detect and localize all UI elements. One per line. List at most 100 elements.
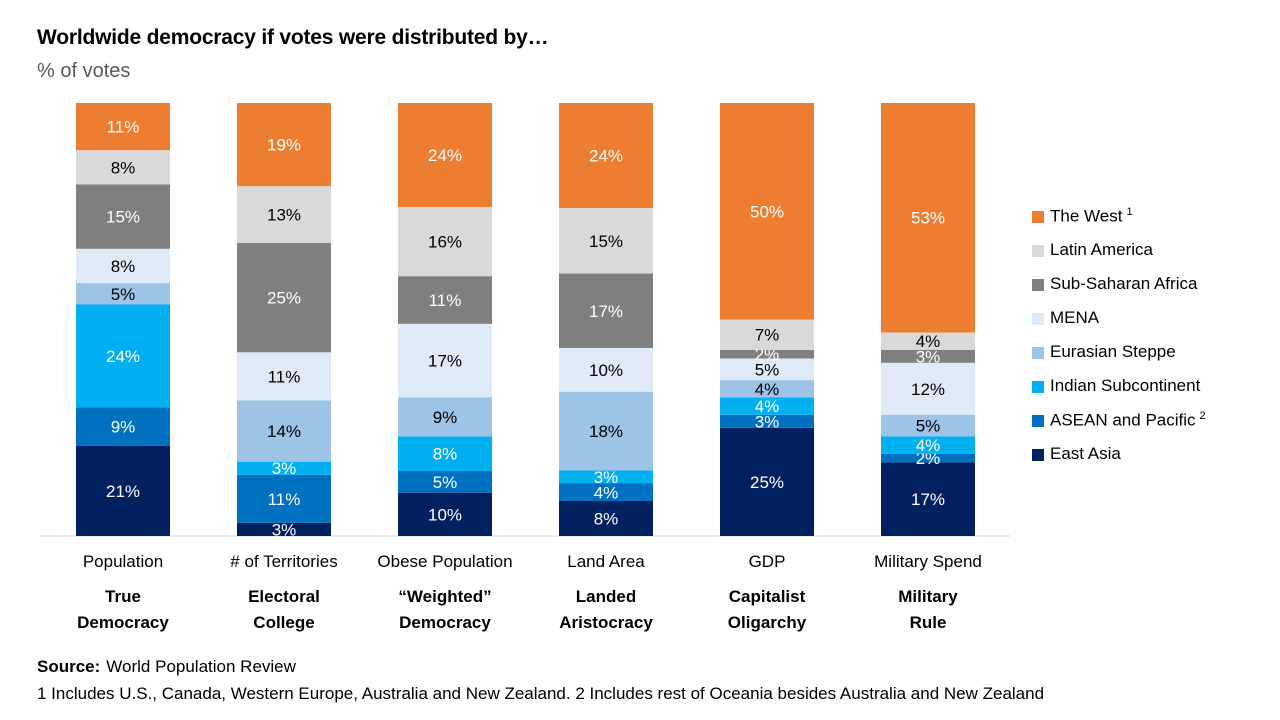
data-label: 5% (755, 360, 780, 379)
data-label: 10% (589, 361, 623, 380)
data-label: 15% (589, 232, 623, 251)
data-label: 24% (589, 146, 623, 165)
bar-segment (76, 184, 170, 249)
system-label-line1: Landed (575, 587, 637, 606)
legend-name: Latin America (1050, 240, 1153, 259)
system-label: “Weighted” Democracy (360, 584, 530, 636)
bar-segment (881, 414, 975, 437)
legend-swatch (1032, 279, 1044, 291)
bar-segment (720, 397, 814, 415)
system-label-line1: True (105, 587, 141, 606)
data-label: 4% (916, 436, 941, 455)
data-label: 9% (433, 408, 458, 427)
bar-segment (237, 103, 331, 187)
data-label: 5% (433, 473, 458, 492)
system-label-line2: Democracy (399, 613, 491, 632)
data-label: 5% (111, 285, 136, 304)
bar-segment (398, 492, 492, 536)
legend-label: Eurasian Steppe (1050, 342, 1176, 362)
legend-swatch (1032, 313, 1044, 325)
data-label: 12% (911, 380, 945, 399)
system-label-line1: Military (898, 587, 958, 606)
data-label: 25% (267, 289, 301, 308)
bar-segment (559, 470, 653, 484)
source-line: Source: World Population Review (37, 657, 296, 677)
page-subtitle: % of votes (37, 60, 131, 82)
bar-segment (76, 283, 170, 305)
bar-segment (881, 436, 975, 454)
bar-segment (881, 332, 975, 350)
legend-name: ASEAN and Pacific (1050, 410, 1196, 430)
bar-segment (237, 186, 331, 243)
bar-segment (398, 206, 492, 277)
bar-segment (398, 471, 492, 493)
data-label: 21% (106, 482, 140, 501)
legend-swatch (1032, 449, 1044, 461)
legend-name: MENA (1050, 308, 1100, 327)
legend-label: Indian Subcontinent (1050, 376, 1200, 396)
bar-segment (237, 352, 331, 401)
data-label: 11% (268, 367, 301, 386)
legend-name: East Asia (1050, 444, 1121, 463)
data-label: 9% (111, 418, 136, 437)
bar-segment (720, 103, 814, 320)
legend-swatch (1032, 211, 1044, 223)
data-label: 3% (272, 459, 297, 478)
data-label: 3% (755, 412, 780, 431)
bar-segment (559, 103, 653, 208)
legend-name: The West (1050, 206, 1123, 226)
page-title: Worldwide democracy if votes were distri… (37, 26, 549, 49)
bar-segment (76, 103, 170, 151)
legend-label: ASEAN and Pacific 2 (1050, 410, 1206, 431)
category-label: Land Area (567, 552, 645, 571)
bar-segment (76, 304, 170, 408)
bar-segment (720, 414, 814, 428)
legend-name: Eurasian Steppe (1050, 342, 1176, 361)
data-label: 24% (428, 146, 462, 165)
data-label: 4% (594, 483, 619, 502)
bar-segment (398, 323, 492, 398)
legend-note: 1 (1126, 206, 1133, 218)
bar-segment (76, 248, 170, 284)
data-label: 4% (916, 332, 941, 351)
bar-segment (398, 397, 492, 437)
system-label: Electoral College (199, 584, 369, 636)
system-label-line2: Rule (909, 613, 947, 632)
data-label: 17% (589, 302, 623, 321)
data-label: 17% (428, 352, 462, 371)
data-label: 4% (755, 380, 780, 399)
data-label: 3% (916, 347, 941, 366)
data-label: 16% (428, 233, 462, 252)
category-label: Obese Population (377, 552, 513, 571)
data-label: 8% (111, 257, 136, 276)
legend-swatch (1032, 415, 1044, 427)
footnote: 1 Includes U.S., Canada, Western Europe,… (37, 684, 1045, 703)
legend-label: East Asia (1050, 444, 1121, 464)
data-label: 7% (755, 326, 780, 345)
system-label: Landed Aristocracy (521, 584, 691, 636)
bar-segment (720, 380, 814, 398)
bar-segment (559, 207, 653, 274)
bar-segment (76, 150, 170, 185)
category-label: GDP (748, 552, 786, 571)
source-label: Source: (37, 657, 101, 676)
bar-segment (720, 319, 814, 350)
data-label: 3% (594, 468, 619, 487)
bar-segment (881, 462, 975, 536)
data-label: 50% (750, 202, 784, 221)
category-label: Population (82, 552, 164, 571)
system-label-line2: Democracy (77, 613, 169, 632)
bar-segment (398, 276, 492, 324)
bar-segment (881, 453, 975, 463)
legend-swatch (1032, 347, 1044, 359)
bar-segment (720, 358, 814, 381)
data-label: 2% (916, 449, 941, 468)
system-label: True Democracy (38, 584, 208, 636)
bar-segment (881, 103, 975, 333)
data-label: 10% (428, 505, 462, 524)
bar-segment (720, 427, 814, 536)
legend-label: Latin America (1050, 240, 1153, 260)
bar-segment (237, 400, 331, 462)
system-label: Capitalist Oligarchy (682, 584, 852, 636)
system-label-line2: Aristocracy (559, 613, 653, 632)
